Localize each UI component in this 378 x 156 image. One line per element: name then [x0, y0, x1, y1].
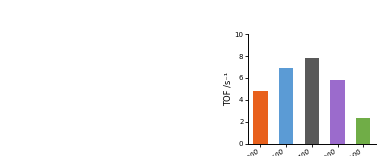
- Bar: [279, 68, 293, 144]
- Bar: [330, 80, 345, 144]
- Y-axis label: TOF /s⁻¹: TOF /s⁻¹: [224, 72, 233, 106]
- Bar: [356, 118, 370, 144]
- Bar: [305, 58, 319, 144]
- Bar: [253, 91, 268, 144]
